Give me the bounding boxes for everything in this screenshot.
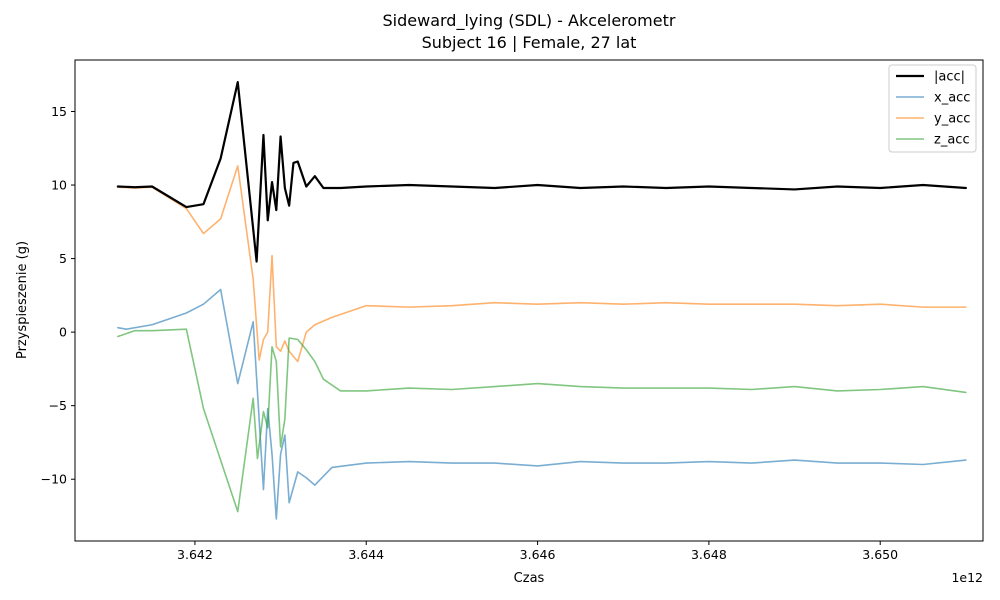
legend-label: x_acc bbox=[934, 91, 970, 106]
series-line-x-acc bbox=[117, 288, 967, 520]
legend-label: z_acc bbox=[934, 133, 970, 148]
x-tick-label: 3.644 bbox=[348, 547, 384, 562]
y-tick-label: 5 bbox=[59, 251, 67, 266]
y-axis: −10 −5 0 5 10 15 bbox=[41, 104, 75, 487]
series-line-acc bbox=[116, 80, 967, 263]
plot-frame bbox=[74, 59, 984, 542]
series-layer bbox=[116, 80, 967, 520]
chart-title: Sideward_lying (SDL) - Akcelerometr bbox=[383, 11, 676, 31]
series-line-z-acc bbox=[117, 328, 967, 513]
series-line-y-acc bbox=[117, 165, 967, 363]
y-tick-label: −5 bbox=[49, 398, 67, 413]
legend-label: y_acc bbox=[934, 112, 970, 127]
y-axis-label: Przyspieszenie (g) bbox=[15, 241, 30, 359]
legend-box bbox=[888, 64, 977, 153]
y-tick-label: 15 bbox=[51, 104, 67, 119]
legend: |acc| x_acc y_acc z_acc bbox=[888, 64, 977, 153]
x-axis: 3.642 3.644 3.646 3.648 3.650 bbox=[177, 541, 898, 562]
x-tick-label: 3.646 bbox=[520, 547, 556, 562]
x-tick-label: 3.642 bbox=[177, 547, 213, 562]
chart-subtitle: Subject 16 | Female, 27 lat bbox=[422, 33, 637, 52]
x-axis-offset-label: 1e12 bbox=[951, 570, 983, 585]
x-axis-label: Czas bbox=[514, 571, 545, 586]
x-tick-label: 3.648 bbox=[691, 547, 727, 562]
y-tick-label: 10 bbox=[51, 178, 67, 193]
legend-label: |acc| bbox=[934, 70, 965, 85]
y-tick-label: −10 bbox=[41, 472, 67, 487]
y-tick-label: 0 bbox=[59, 325, 67, 340]
x-tick-label: 3.650 bbox=[862, 547, 898, 562]
